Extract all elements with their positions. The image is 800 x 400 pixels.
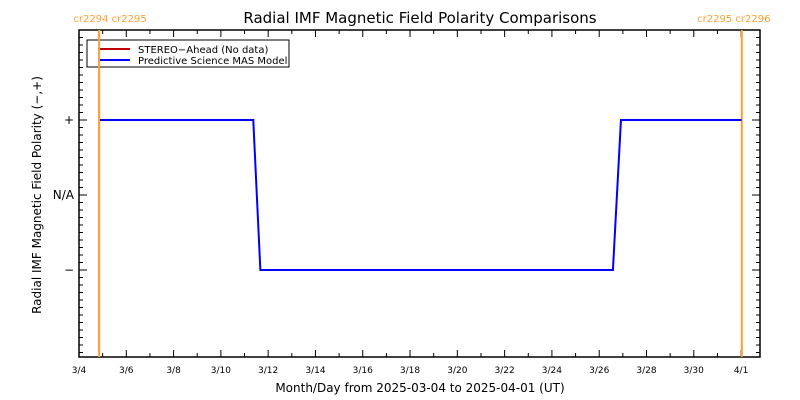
x-tick-label: 3/28 bbox=[636, 366, 656, 376]
legend-box bbox=[86, 39, 290, 68]
x-tick-label: 3/14 bbox=[305, 366, 325, 376]
y-axis-label: Radial IMF Magnetic Field Polarity (−,+) bbox=[30, 76, 44, 314]
x-tick-label: 3/12 bbox=[258, 366, 278, 376]
chart-title: Radial IMF Magnetic Field Polarity Compa… bbox=[243, 9, 596, 27]
x-tick-label: 3/8 bbox=[166, 366, 181, 376]
x-tick-label: 3/22 bbox=[495, 366, 515, 376]
x-axis-label: Month/Day from 2025-03-04 to 2025-04-01 … bbox=[275, 381, 564, 395]
x-tick-label: 3/20 bbox=[447, 366, 467, 376]
plot-frame bbox=[78, 29, 761, 358]
x-tick-label: 3/26 bbox=[589, 366, 609, 376]
x-tick-label: 4/1 bbox=[734, 366, 748, 376]
y-tick-label: + bbox=[64, 113, 74, 127]
carrington-marker-label: cr2295 cr2296 bbox=[697, 14, 770, 25]
y-tick-label: N/A bbox=[53, 188, 75, 202]
legend-label: STEREO−Ahead (No data) bbox=[138, 45, 268, 56]
x-tick-label: 3/18 bbox=[400, 366, 420, 376]
x-tick-label: 3/6 bbox=[119, 366, 134, 376]
series-line-1 bbox=[99, 119, 742, 271]
x-tick-label: 3/24 bbox=[542, 366, 562, 376]
plot-area: 3/4 3/6 3/8 3/10 3/12 3/14 3/16 3/18 3/20 3/22 3/2… bbox=[53, 14, 771, 376]
y-tick-label: − bbox=[64, 263, 74, 277]
x-tick-label: 3/10 bbox=[211, 366, 231, 376]
x-tick-label: 3/30 bbox=[684, 366, 704, 376]
x-tick-label: 3/4 bbox=[72, 366, 87, 376]
x-tick-label: 3/16 bbox=[353, 366, 373, 376]
legend: STEREO−Ahead (No data)Predictive Science… bbox=[86, 30, 290, 357]
legend-label: Predictive Science MAS Model bbox=[138, 56, 287, 67]
carrington-marker-label: cr2294 cr2295 bbox=[73, 14, 146, 25]
